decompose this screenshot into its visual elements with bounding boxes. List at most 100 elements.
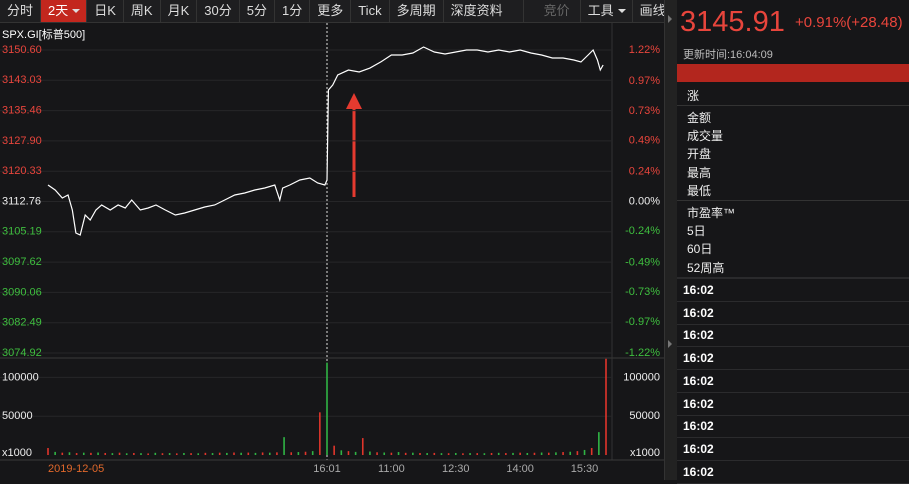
- volume-bar: [590, 448, 593, 455]
- volume-bar: [383, 452, 386, 455]
- volume-bar: [562, 452, 564, 455]
- tab[interactable]: 画线: [639, 3, 666, 18]
- tab[interactable]: 多周期: [390, 0, 444, 22]
- volume-bar: [519, 452, 521, 455]
- tick-row: 16:02: [677, 324, 909, 348]
- volume-bar: [147, 453, 149, 455]
- tab[interactable]: 更多: [310, 0, 352, 22]
- volume-bar: [240, 452, 242, 455]
- volume-bar: [404, 452, 407, 455]
- field: 60日: [687, 242, 713, 256]
- volume-bar: [419, 452, 421, 455]
- tab[interactable]: 30分: [197, 0, 240, 22]
- tab[interactable]: 分时: [0, 0, 42, 22]
- unit-label: x1000: [630, 447, 660, 459]
- volume-bar: [354, 451, 357, 455]
- tab[interactable]: 深度资料: [444, 0, 524, 22]
- volume-bar: [226, 452, 228, 455]
- tick-row: 16:02: [677, 302, 909, 325]
- volume-bar: [447, 453, 450, 455]
- arrow-head: [346, 93, 362, 109]
- volume-bar: [261, 452, 264, 455]
- x-tick-label: 2019-12-05: [48, 463, 104, 475]
- tick-row: 16:02: [677, 438, 909, 461]
- tab[interactable]: 月K: [161, 0, 198, 22]
- tab[interactable]: 竞价: [524, 0, 581, 22]
- collapse-arrow[interactable]: [668, 340, 676, 348]
- y-tick-label: 50000: [2, 410, 33, 422]
- y-tick-label: 3082.49: [2, 317, 42, 329]
- toolbar: 分时 2天 日K 周K 月K 30分 5分 1分 更多 Tick 多周期 深度资…: [0, 0, 666, 23]
- y2-tick-label: -1.22%: [625, 347, 660, 359]
- volume-bar: [497, 452, 500, 455]
- volume-bar: [276, 452, 278, 455]
- y-tick-label: 100000: [2, 371, 39, 383]
- volume-bar: [526, 452, 529, 455]
- y2-tick-label: -0.24%: [625, 225, 660, 237]
- volume-bar: [125, 453, 128, 455]
- tab[interactable]: 工具: [581, 0, 633, 22]
- y2-tick-label: 0.24%: [629, 166, 660, 178]
- field: 最高: [687, 166, 712, 180]
- volume-bar: [433, 452, 436, 455]
- volume-bar: [154, 452, 157, 455]
- change: +0.91%(+28.48): [795, 14, 903, 31]
- y2-tick-label: 0.00%: [629, 195, 660, 207]
- volume-bar: [476, 453, 479, 455]
- volume-bar: [376, 452, 378, 455]
- y-tick-label: 3097.62: [2, 256, 42, 268]
- tick-row: 16:02: [677, 415, 909, 439]
- volume-bar: [47, 448, 49, 455]
- field: 市盈率™: [687, 206, 736, 220]
- symbol: SPX.GI[标普500]: [2, 27, 85, 41]
- collapse-arrow[interactable]: [668, 15, 676, 23]
- x-tick-label: 12:30: [442, 463, 470, 475]
- quote-panel: 3145.91 +0.91%(+28.48) 更新时间:16:04:09 涨 金…: [677, 0, 909, 484]
- y-tick-label: 3135.46: [2, 105, 42, 117]
- tab[interactable]: 5分: [240, 0, 275, 22]
- volume-bar: [598, 432, 600, 455]
- field: 最低: [687, 184, 712, 198]
- tab[interactable]: 周K: [124, 0, 161, 22]
- tick-row: 16:02: [677, 393, 909, 416]
- volume-bar: [104, 452, 107, 455]
- field: 涨: [687, 89, 700, 103]
- tick-row: 16:02: [677, 461, 909, 484]
- volume-bar: [547, 452, 550, 455]
- volume-bar: [490, 452, 493, 455]
- volume-bar: [340, 450, 343, 455]
- volume-bar: [190, 453, 192, 455]
- volume-bar: [583, 449, 586, 455]
- tab[interactable]: 1分: [275, 0, 311, 22]
- x-tick-label: 11:00: [378, 463, 405, 475]
- price-line: [47, 46, 604, 236]
- tab[interactable]: 日K: [87, 0, 124, 22]
- volume-bar: [505, 453, 507, 455]
- y2-tick-label: 0.49%: [629, 135, 660, 147]
- volume-bar: [369, 451, 371, 455]
- volume-bar: [183, 452, 185, 455]
- y-tick-label: 3090.06: [2, 286, 42, 298]
- volume-bar: [483, 453, 486, 455]
- volume-bar: [54, 451, 56, 455]
- y-tick-label: 3112.76: [2, 195, 41, 207]
- volume-bar: [311, 451, 314, 455]
- tick-row: 16:02: [677, 370, 909, 393]
- separator: [677, 277, 909, 279]
- chart: SPX.GI[标普500] 3150.60 3143.03 3135.46 3127.…: [0, 23, 664, 475]
- volume-bar: [197, 453, 200, 455]
- y2-tick-label: 0.97%: [629, 75, 660, 87]
- tab[interactable]: Tick: [351, 0, 390, 22]
- field: 成交量: [687, 129, 724, 143]
- separator: [677, 105, 909, 106]
- volume-bar: [533, 452, 536, 455]
- volume-bar: [426, 453, 428, 455]
- volume-bar: [168, 453, 171, 455]
- volume-bar: [462, 453, 464, 455]
- tab[interactable]: 2天: [41, 0, 88, 22]
- volume-bar: [297, 452, 300, 455]
- volume-bar: [454, 452, 457, 455]
- volume-bar: [290, 452, 293, 455]
- y-tick-label: 3127.90: [2, 135, 42, 147]
